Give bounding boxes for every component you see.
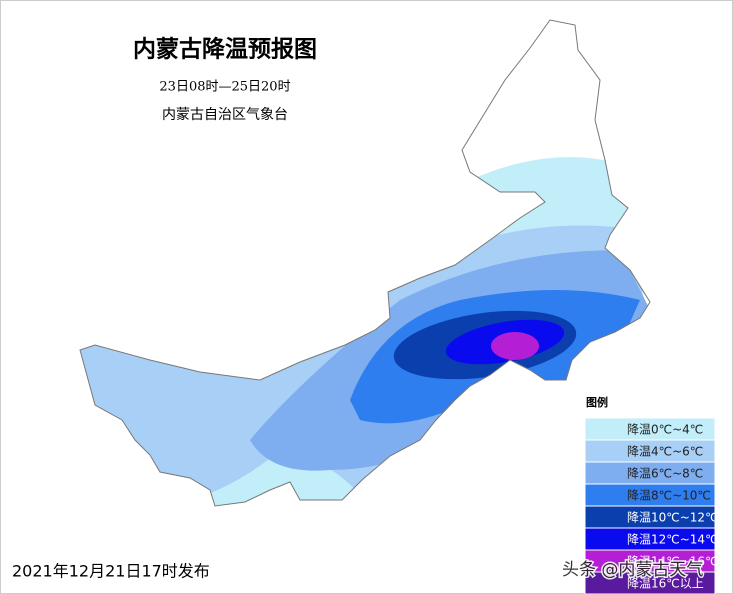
legend-label: 降温6℃~8℃ — [627, 467, 703, 481]
legend-title: 图例 — [586, 395, 608, 409]
legend-label: 降温12℃~14℃ — [627, 533, 719, 547]
release-time: 2021年12月21日17时发布 — [12, 562, 210, 581]
legend: 降温0℃~4℃ 降温4℃~6℃ 降温6℃~8℃ 降温8℃~10℃ 降温10℃~12℃ 降温… — [584, 417, 719, 594]
map-issuer: 内蒙古自治区气象台 — [162, 107, 288, 123]
legend-label: 降温14℃~16℃ — [627, 555, 719, 569]
legend-label: 降温10℃~12℃ — [627, 511, 719, 525]
zone-14-16 — [491, 332, 539, 360]
region-outline — [79, 19, 651, 507]
map-title: 内蒙古降温预报图 — [133, 37, 317, 63]
watermark: 头条 @内蒙古天气 — [562, 560, 703, 580]
legend-label: 降温0℃~4℃ — [627, 423, 703, 437]
legend-swatch — [584, 571, 716, 594]
legend-label: 降温16℃以上 — [627, 577, 704, 591]
map-period: 23日08时—25日20时 — [159, 80, 290, 95]
legend-label: 降温8℃~10℃ — [627, 489, 711, 503]
legend-label: 降温4℃~6℃ — [627, 445, 703, 459]
